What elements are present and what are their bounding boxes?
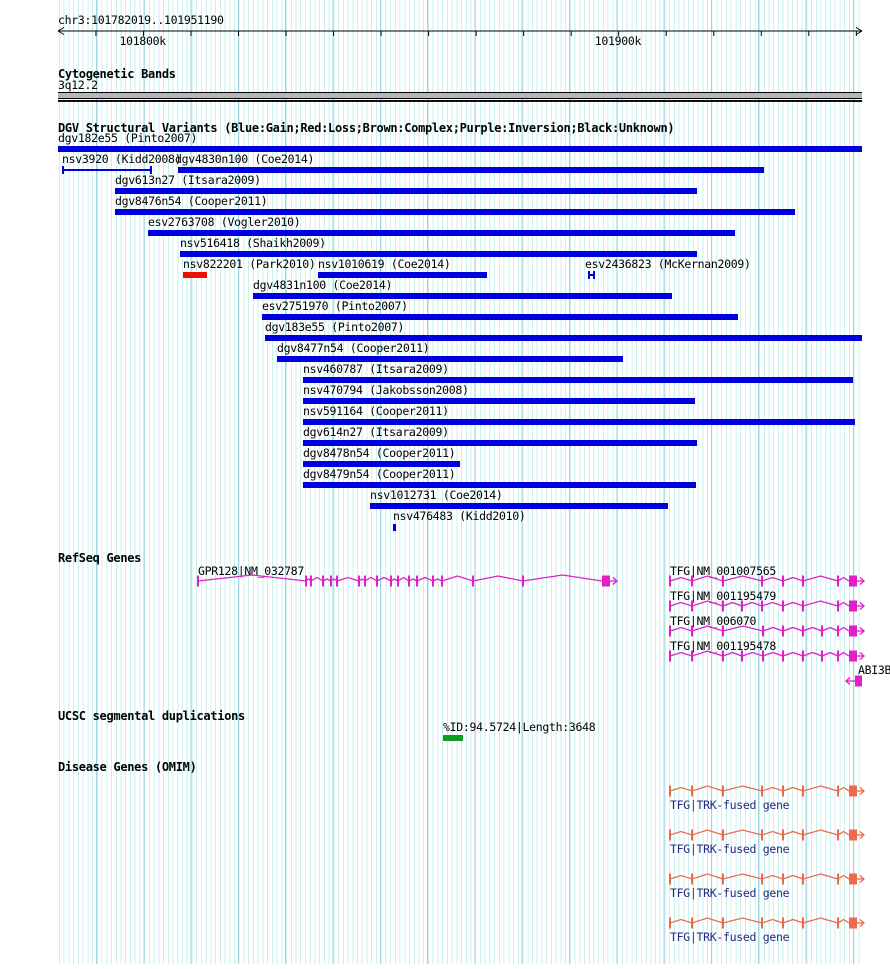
variant-label[interactable]: dgv614n27 (Itsara2009): [303, 425, 449, 439]
variant-label[interactable]: nsv822201 (Park2010): [183, 257, 316, 271]
track-heading-cytobands: Cytogenetic Bands: [58, 67, 176, 81]
ruler: [57, 27, 863, 36]
variant-bar[interactable]: [58, 146, 862, 152]
ruler-tick-label: 101800k: [119, 34, 166, 48]
gene-label[interactable]: TFG|TRK-fused gene: [670, 886, 790, 900]
track-heading-segdup: UCSC segmental duplications: [58, 709, 245, 723]
variant-label[interactable]: esv2436823 (McKernan2009): [585, 257, 751, 271]
track-heading-omim: Disease Genes (OMIM): [58, 760, 197, 774]
track-heading-dgv: DGV Structural Variants (Blue:Gain;Red:L…: [58, 121, 675, 135]
gene-label[interactable]: TFG|NM_001195479: [670, 589, 776, 603]
cytoband-baseline: [58, 100, 862, 102]
cytoband-bar[interactable]: [58, 92, 862, 99]
variant-label[interactable]: nsv476483 (Kidd2010): [393, 509, 526, 523]
variant-bar[interactable]: [370, 503, 668, 509]
variant-label[interactable]: dgv8476n54 (Cooper2011): [115, 194, 268, 208]
variant-label[interactable]: dgv8479n54 (Cooper2011): [303, 467, 456, 481]
gene-label[interactable]: TFG|NM_001007565: [670, 564, 776, 578]
variant-label[interactable]: esv2751970 (Pinto2007): [262, 299, 408, 313]
variant-bar[interactable]: [303, 461, 460, 467]
gene-structure[interactable]: [665, 781, 869, 801]
variant-label[interactable]: dgv4830n100 (Coe2014): [175, 152, 315, 166]
variant-label[interactable]: nsv1012731 (Coe2014): [370, 488, 503, 502]
gene-label[interactable]: TFG|TRK-fused gene: [670, 842, 790, 856]
gene-structure[interactable]: [665, 571, 869, 591]
variant-label[interactable]: nsv516418 (Shaikh2009): [180, 236, 326, 250]
variant-bar[interactable]: [318, 272, 487, 278]
gene-label[interactable]: TFG|TRK-fused gene: [670, 798, 790, 812]
variant-bar[interactable]: [180, 251, 697, 257]
variant-bar[interactable]: [303, 398, 695, 404]
segdup-bar[interactable]: [443, 735, 463, 741]
variant-label[interactable]: esv2763708 (Vogler2010): [148, 215, 301, 229]
gene-structure[interactable]: [665, 596, 869, 616]
variant-bar[interactable]: [303, 377, 853, 383]
gene-label[interactable]: ABI3BP: [858, 663, 890, 677]
gene-structure[interactable]: [193, 571, 622, 591]
variant-label[interactable]: nsv1010619 (Coe2014): [318, 257, 451, 271]
variant-bar[interactable]: [183, 272, 207, 278]
variant-ibeam-line: [590, 274, 593, 276]
variant-bar[interactable]: [303, 419, 855, 425]
gene-label[interactable]: TFG|TRK-fused gene: [670, 930, 790, 944]
variant-label[interactable]: dgv182e55 (Pinto2007): [58, 131, 198, 145]
variant-label[interactable]: dgv8478n54 (Cooper2011): [303, 446, 456, 460]
gene-structure[interactable]: [665, 869, 869, 889]
variant-label[interactable]: dgv613n27 (Itsara2009): [115, 173, 261, 187]
gene-label[interactable]: TFG|NM_001195478: [670, 639, 776, 653]
variant-bar[interactable]: [115, 209, 795, 215]
variant-label[interactable]: dgv8477n54 (Cooper2011): [277, 341, 430, 355]
variant-bar[interactable]: [253, 293, 672, 299]
variant-tick[interactable]: [393, 524, 396, 531]
variant-bar[interactable]: [265, 335, 862, 341]
gene-structure[interactable]: [841, 671, 867, 691]
variant-bar[interactable]: [303, 482, 696, 488]
variant-label[interactable]: nsv460787 (Itsara2009): [303, 362, 449, 376]
gene-structure[interactable]: [665, 646, 869, 666]
variant-bar[interactable]: [303, 440, 697, 446]
variant-label[interactable]: dgv183e55 (Pinto2007): [265, 320, 405, 334]
variant-label[interactable]: nsv591164 (Cooper2011): [303, 404, 449, 418]
gene-label[interactable]: GPR128|NM_032787: [198, 564, 304, 578]
track-heading-refseq: RefSeq Genes: [58, 551, 142, 565]
variant-bar[interactable]: [148, 230, 735, 236]
gene-structure[interactable]: [665, 825, 869, 845]
segdup-label[interactable]: %ID:94.5724|Length:3648: [443, 720, 596, 734]
region-label: chr3:101782019..101951190: [58, 13, 224, 27]
variant-ibeam[interactable]: [588, 271, 595, 279]
variant-bar[interactable]: [277, 356, 623, 362]
cytoband-label: 3q12.2: [58, 78, 98, 92]
variant-bar[interactable]: [115, 188, 697, 194]
ruler-tick-label: 101900k: [594, 34, 642, 48]
variant-label[interactable]: dgv4831n100 (Coe2014): [253, 278, 393, 292]
variant-ibeam[interactable]: [62, 166, 152, 174]
variant-label[interactable]: nsv470794 (Jakobsson2008): [303, 383, 469, 397]
gene-structure[interactable]: [665, 913, 869, 933]
gene-label[interactable]: TFG|NM_006070: [670, 614, 757, 628]
variant-label[interactable]: nsv3920 (Kidd2008): [62, 152, 182, 166]
gene-structure[interactable]: [665, 621, 869, 641]
variant-bar[interactable]: [262, 314, 738, 320]
variant-bar[interactable]: [178, 167, 764, 173]
variant-ibeam-line: [64, 169, 150, 171]
